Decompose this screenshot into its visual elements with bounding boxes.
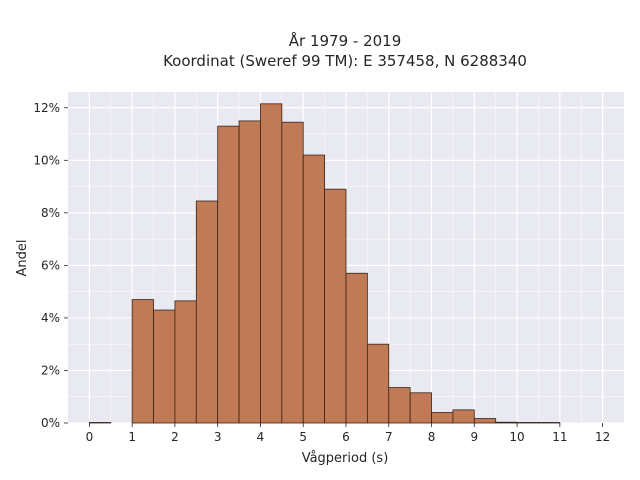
histogram-bar xyxy=(195,200,219,424)
histogram-bar xyxy=(324,188,347,424)
histogram-bar xyxy=(431,412,454,424)
x-tick-label: 0 xyxy=(86,430,94,444)
x-tick-label: 1 xyxy=(128,430,136,444)
histogram-bar xyxy=(516,422,539,424)
x-tick-label: 6 xyxy=(342,430,350,444)
y-tick-label: 2% xyxy=(41,363,60,377)
histogram-bar xyxy=(452,409,475,424)
histogram-bar xyxy=(131,299,154,424)
y-tick-label: 0% xyxy=(41,416,60,430)
histogram-bar xyxy=(281,121,304,424)
histogram-bar xyxy=(366,343,390,424)
x-tick-label: 5 xyxy=(299,430,307,444)
histogram-bar xyxy=(260,103,283,424)
y-tick-label: 4% xyxy=(41,311,60,325)
x-tick-label: 4 xyxy=(257,430,265,444)
y-tick-label: 8% xyxy=(41,206,60,220)
chart-title-line-2: Koordinat (Sweref 99 TM): E 357458, N 62… xyxy=(163,52,527,70)
histogram-bar xyxy=(495,421,518,424)
histogram-bar xyxy=(174,300,197,424)
x-axis-label: Vågperiod (s) xyxy=(302,451,389,466)
x-tick-label: 10 xyxy=(509,430,524,444)
histogram-bar xyxy=(302,154,326,424)
x-tick-label: 11 xyxy=(552,430,567,444)
x-axis-ticks: 0 1 2 3 4 5 6 7 8 9 10 11 12 xyxy=(86,423,610,444)
x-tick-label: 7 xyxy=(385,430,393,444)
y-tick-label: 6% xyxy=(41,258,60,272)
histogram-bar xyxy=(473,418,497,424)
histogram-bar xyxy=(153,309,176,424)
bars xyxy=(88,103,561,424)
y-tick-label: 10% xyxy=(33,153,60,167)
x-tick-label: 8 xyxy=(428,430,436,444)
x-tick-label: 12 xyxy=(595,430,610,444)
histogram-bar xyxy=(345,272,368,424)
y-axis-ticks: 0% 2% 4% 6% 8% 10% 12% xyxy=(33,101,68,430)
histogram-bar xyxy=(388,387,411,424)
y-axis-label: Andel xyxy=(15,240,30,277)
y-tick-label: 12% xyxy=(33,101,60,115)
histogram-bar xyxy=(217,125,240,424)
chart-title-line-1: År 1979 - 2019 xyxy=(289,31,402,50)
x-tick-label: 2 xyxy=(171,430,179,444)
x-tick-label: 9 xyxy=(470,430,478,444)
histogram-bar xyxy=(409,392,432,424)
histogram-bar xyxy=(538,422,561,424)
histogram-bar xyxy=(88,422,112,424)
histogram-bar xyxy=(238,120,261,424)
x-tick-label: 3 xyxy=(214,430,222,444)
